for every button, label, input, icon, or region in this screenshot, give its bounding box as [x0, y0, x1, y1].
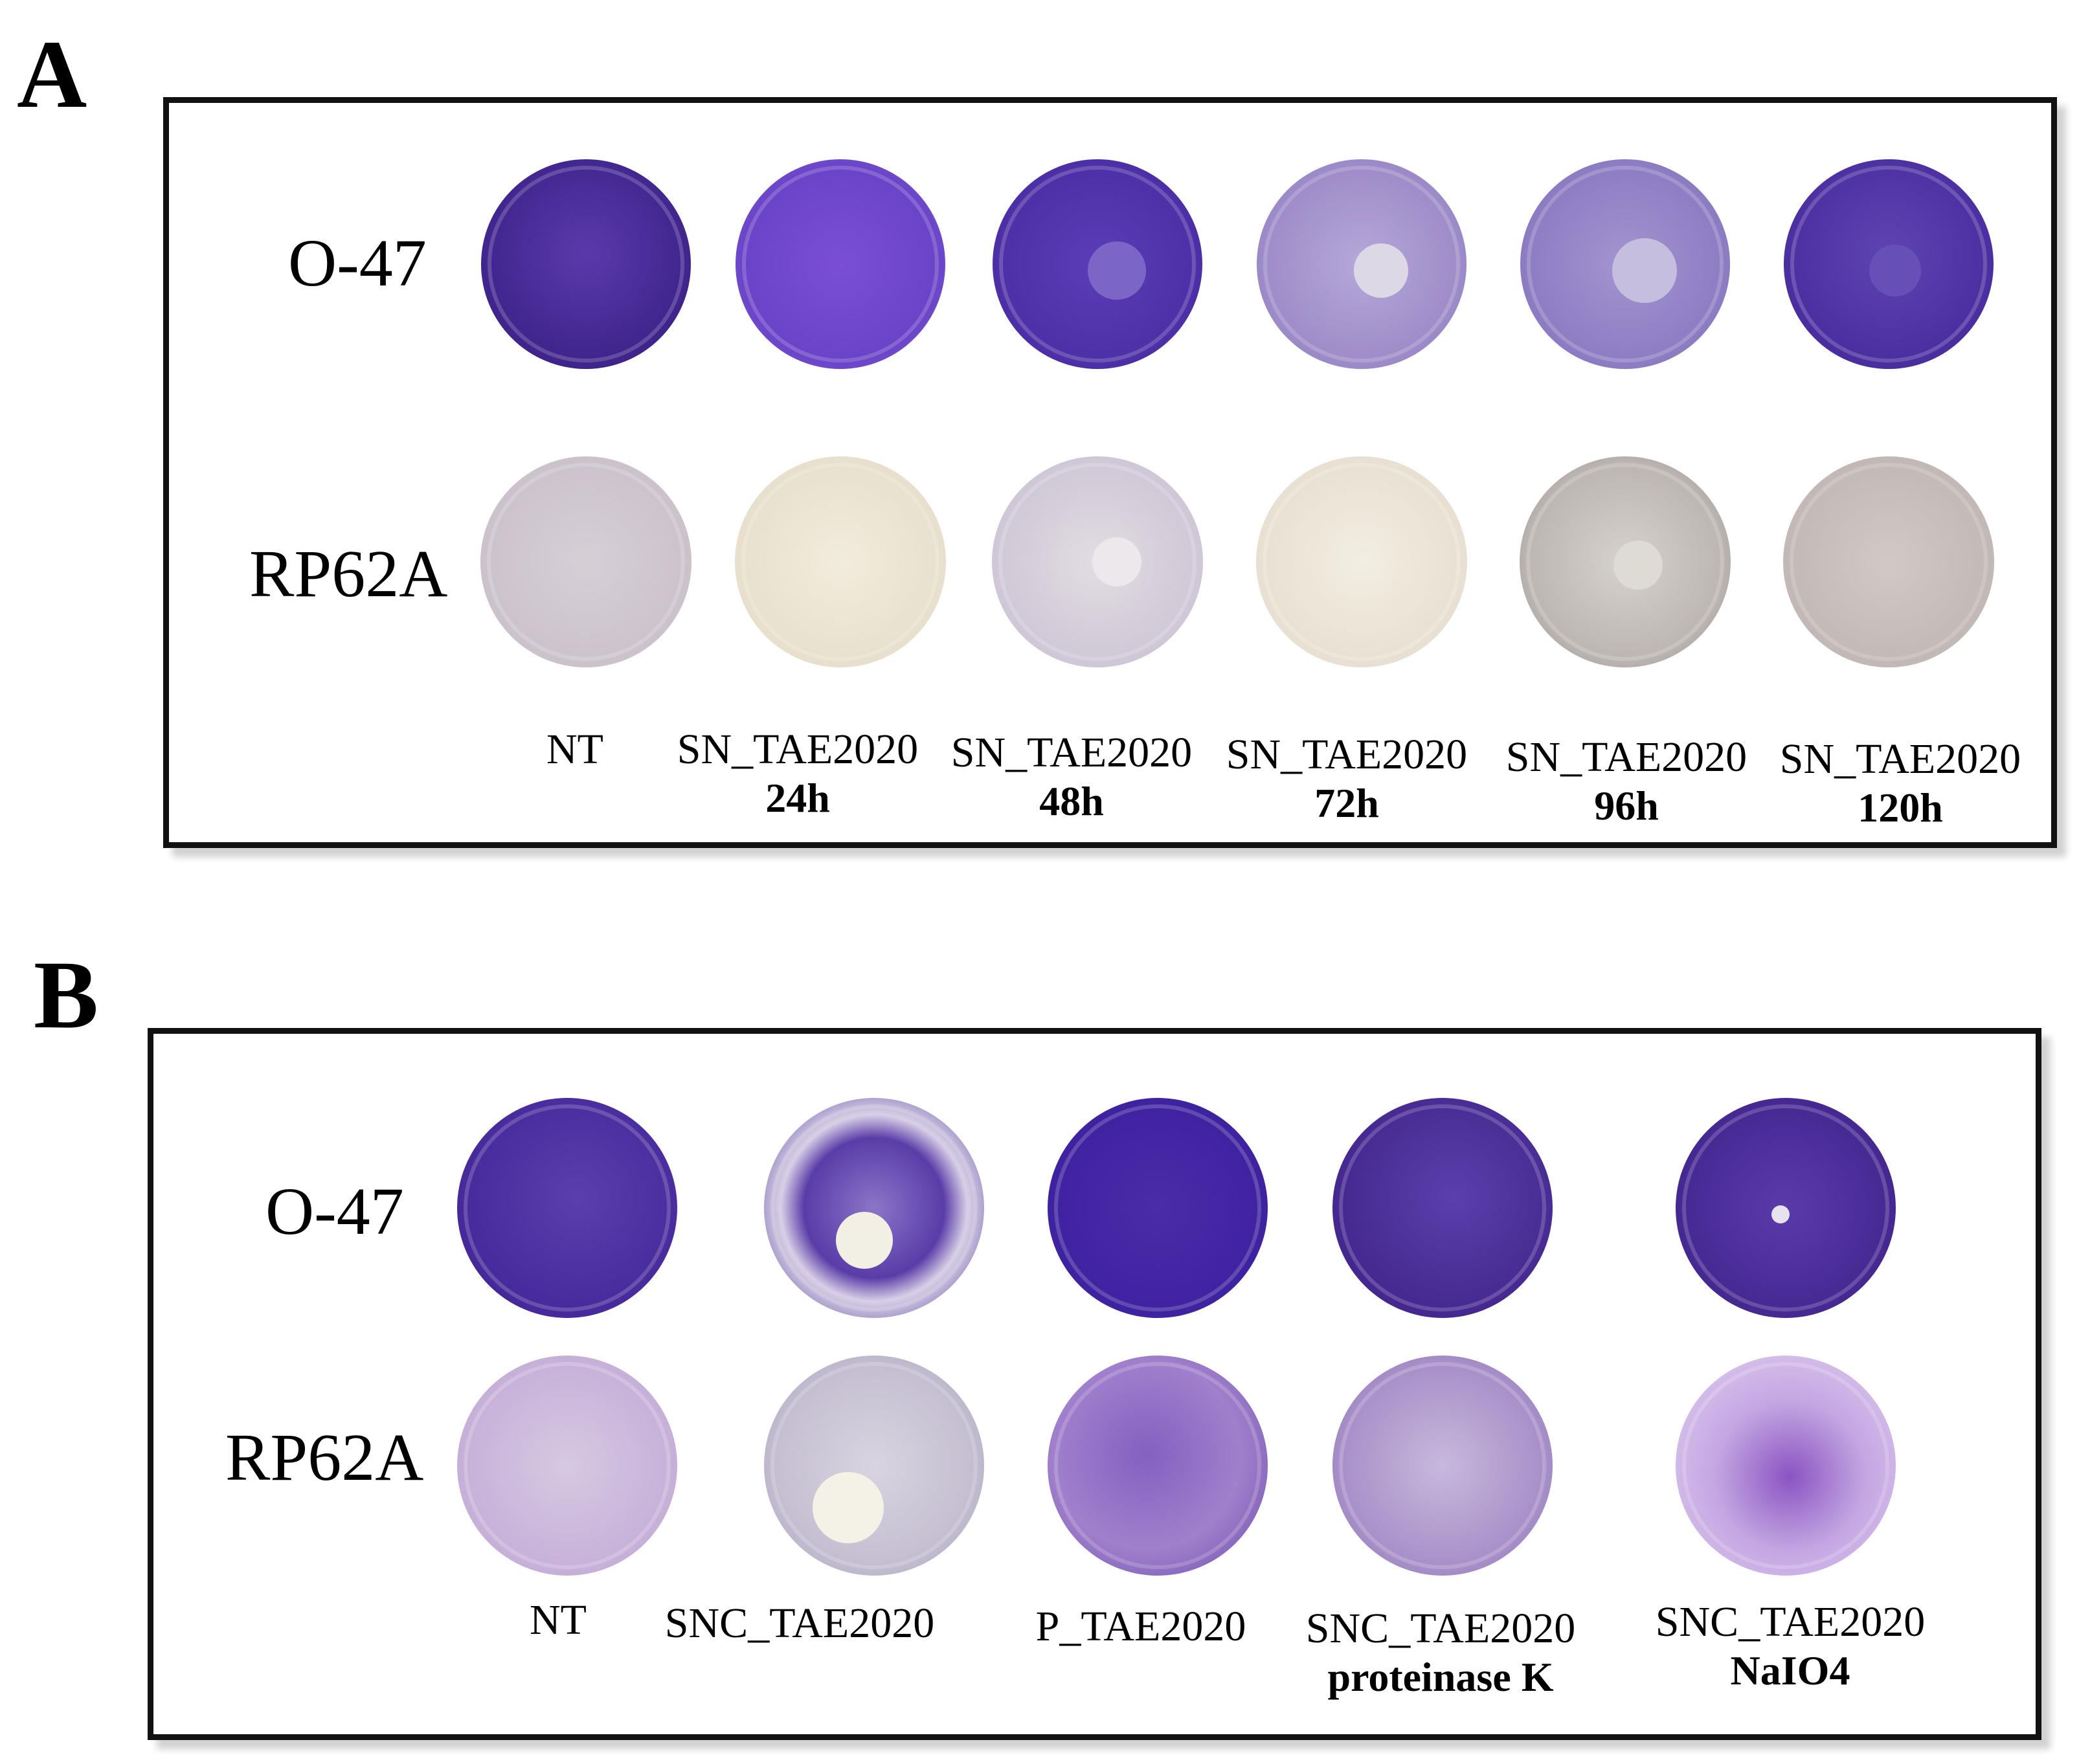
well-rim [464, 1104, 671, 1312]
col-label-line2: 96h [1594, 782, 1659, 829]
panel-a-col-label: SN_TAE2020 120h [1780, 735, 2021, 831]
well [1332, 1356, 1553, 1576]
well [1048, 1098, 1268, 1318]
panel-b-col-label: SNC_TAE2020 NaIO4 [1656, 1598, 1925, 1694]
panel-a-col-label: SN_TAE2020 96h [1506, 733, 1747, 829]
well-rim [999, 166, 1196, 363]
well-rim [1263, 463, 1461, 661]
col-label-line2: 48h [1039, 777, 1104, 824]
panel-b-col-label: P_TAE2020 [1036, 1602, 1246, 1651]
col-label-line1: NT [546, 726, 603, 773]
clearing-zone [1869, 245, 1921, 296]
well-rim [1527, 166, 1724, 363]
col-label-line2: 120h [1858, 784, 1943, 831]
well-rim [1054, 1362, 1261, 1569]
panel-b-col-label: SNC_TAE2020 [665, 1599, 934, 1648]
col-label-line2: 72h [1314, 779, 1379, 826]
panel-b-col-label: NT [530, 1596, 587, 1645]
col-label-line1: SNC_TAE2020 [1655, 1598, 1926, 1646]
col-label-line1: P_TAE2020 [1035, 1603, 1246, 1650]
well [1256, 456, 1467, 667]
well [1520, 456, 1731, 667]
well-rim [1790, 463, 1988, 661]
clearing-zone [1354, 243, 1408, 298]
well [1676, 1098, 1896, 1318]
well-rim [741, 463, 939, 661]
well [480, 456, 691, 667]
well-rim [1682, 1104, 1889, 1312]
col-label-line2: 24h [765, 774, 830, 821]
col-label-line2: NaIO4 [1730, 1647, 1850, 1693]
well-rim [464, 1362, 671, 1569]
well [1784, 159, 1994, 369]
col-label-line1: SN_TAE2020 [1226, 731, 1468, 778]
clearing-zone [1092, 537, 1141, 586]
clearing-zone [1613, 541, 1663, 590]
panel-a-col-label: SN_TAE2020 48h [951, 728, 1192, 825]
well [735, 456, 946, 667]
panel-a-col-label: SN_TAE2020 72h [1226, 730, 1467, 827]
well [736, 159, 945, 369]
well [1520, 159, 1730, 369]
clearing-zone [813, 1472, 884, 1543]
well-rim [742, 166, 939, 363]
panel-b-col-label: SNC_TAE2020 proteinase K [1306, 1604, 1575, 1701]
clearing-zone [1771, 1205, 1790, 1223]
col-label-line1: SNC_TAE2020 [1305, 1605, 1576, 1652]
clearing-zone [1088, 241, 1146, 300]
well [764, 1098, 984, 1318]
panel-b-row-label-o47: O-47 [265, 1174, 404, 1249]
panel-a-row-label-rp62a: RP62A [249, 537, 448, 611]
well-rim [488, 166, 684, 363]
well-rim [770, 1104, 978, 1312]
well [992, 456, 1203, 667]
panel-a-letter: A [17, 21, 87, 128]
col-label-line1: SN_TAE2020 [950, 729, 1193, 776]
well-rim [998, 463, 1197, 661]
well [457, 1098, 677, 1318]
well [1257, 159, 1467, 369]
clearing-zone [1612, 238, 1677, 303]
col-label-line1: SN_TAE2020 [677, 726, 919, 773]
col-label-line2: proteinase K [1327, 1653, 1554, 1700]
well [481, 159, 691, 369]
well-rim [1526, 463, 1724, 661]
col-label-line1: NT [530, 1596, 587, 1644]
clearing-zone [836, 1212, 893, 1269]
col-label-line1: SN_TAE2020 [1779, 735, 2021, 783]
well-rim [1263, 166, 1460, 363]
well-rim [1790, 166, 1987, 363]
well-rim [487, 463, 685, 661]
well [1048, 1356, 1268, 1576]
panel-a-col-label: NT [546, 725, 603, 774]
well [1332, 1098, 1553, 1318]
well-rim [770, 1362, 978, 1569]
well-rim [1339, 1362, 1546, 1569]
well-rim [1339, 1104, 1546, 1312]
col-label-line1: SNC_TAE2020 [664, 1600, 935, 1647]
panel-b-row-label-rp62a: RP62A [225, 1420, 424, 1495]
well-rim [1682, 1362, 1889, 1569]
panel-a-row-label-o47: O-47 [288, 226, 427, 300]
panel-b-letter: B [34, 941, 99, 1049]
well [764, 1356, 984, 1576]
well-rim [1054, 1104, 1261, 1312]
well [1676, 1356, 1896, 1576]
panel-a-col-label: SN_TAE2020 24h [677, 725, 918, 821]
col-label-line1: SN_TAE2020 [1505, 733, 1747, 781]
well [993, 159, 1202, 369]
well [1783, 456, 1994, 667]
well [457, 1356, 677, 1576]
